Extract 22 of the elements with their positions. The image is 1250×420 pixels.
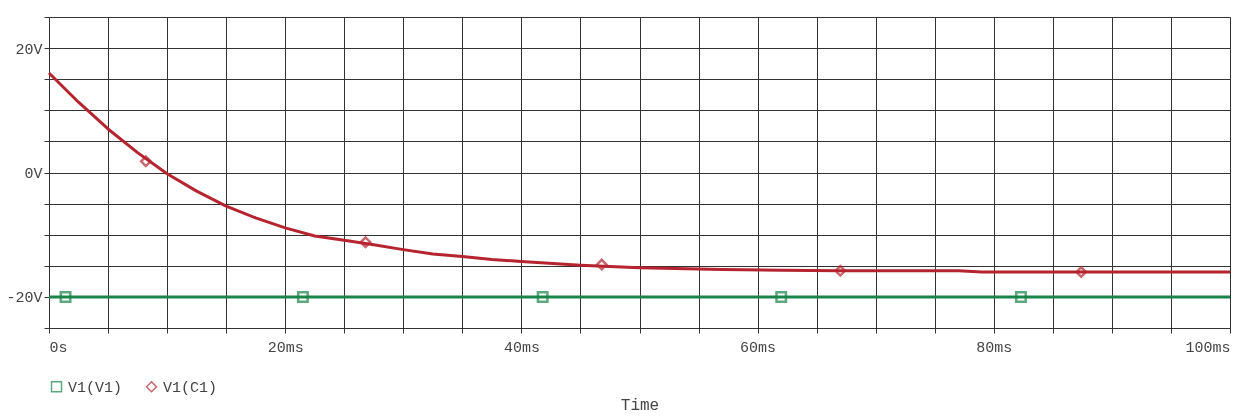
x-tick-label: 80ms [976,339,1013,357]
point [59,290,72,303]
x-tick-label: 40ms [503,339,540,357]
point [834,264,847,277]
point [139,155,152,168]
point [595,258,608,271]
point [536,290,549,303]
y-tick-label: 20V [15,41,43,59]
point [296,290,309,303]
y-tick-label: 0V [24,166,43,183]
x-tick-label: 0s [49,339,68,357]
legend-label: V1(V1) [68,379,123,397]
point [775,290,788,303]
x-tick-label: 20ms [267,339,304,357]
x-axis-title: Time [620,396,660,415]
point [359,236,372,249]
point [1075,266,1088,279]
legend-label: V1(C1) [163,379,218,397]
x-tick-label: 60ms [740,339,777,357]
x-tick-label: 100ms [1185,339,1231,357]
y-tick-label: -20V [6,290,43,308]
point [1014,290,1027,303]
